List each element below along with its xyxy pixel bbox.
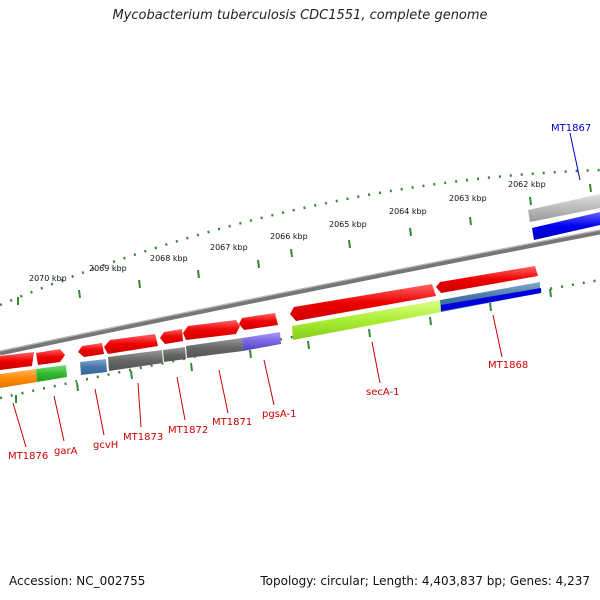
kbp-label: 2064 kbp: [389, 207, 427, 216]
gene-label-gcvh: gcvH: [93, 440, 118, 451]
kbp-label: 2070 kbp: [29, 274, 67, 283]
cog-blue: [441, 288, 541, 311]
gene-label-mt1873: MT1873: [123, 432, 163, 443]
inner-major-ticks: [15, 288, 552, 403]
kbp-label: 2065 kbp: [329, 220, 367, 229]
cog-purple: [242, 332, 281, 351]
gene-labels: MT1867 MT1868 secA-1 pgsA-1 MT1871 MT187…: [8, 123, 591, 462]
gene-arrow: [290, 284, 436, 321]
kbp-label: 2063 kbp: [449, 194, 487, 203]
topology-text: Topology: circular; Length: 4,403,837 bp…: [260, 574, 590, 588]
gene-label-mt1872: MT1872: [168, 425, 208, 436]
gene-label-mt1871: MT1871: [212, 417, 252, 428]
accession-text: Accession: NC_002755: [9, 574, 146, 588]
gene-arrow: [160, 329, 183, 344]
gene-arrow: [0, 352, 34, 370]
cog-dark: [108, 350, 163, 371]
cog-dark: [186, 338, 243, 358]
gene-grey-reverse: [528, 194, 600, 222]
cog-lime: [292, 300, 441, 340]
gene-label-mt1867: MT1867: [551, 123, 591, 134]
outer-major-ticks: [17, 183, 592, 305]
gene-label-seca1: secA-1: [366, 387, 399, 398]
gene-arrow: [36, 349, 65, 365]
gene-arrow: [239, 313, 278, 330]
gene-arrow: [78, 343, 104, 357]
label-leaders: [12, 132, 581, 448]
kbp-label: 2066 kbp: [270, 232, 308, 241]
gene-arrow: [436, 266, 538, 293]
gene-label-pgsa1: pgsA-1: [262, 409, 297, 420]
genome-backbone: [0, 229, 600, 356]
gene-label-mt1876: MT1876: [8, 451, 48, 462]
cog-orange: [0, 369, 37, 388]
forward-genes: [0, 266, 538, 370]
gene-blue-reverse: [532, 212, 600, 240]
kbp-labels: 2070 kbp 2069 kbp 2068 kbp 2067 kbp 2066…: [29, 180, 546, 283]
kbp-label: 2068 kbp: [150, 254, 188, 263]
cog-bands: [0, 282, 541, 388]
kbp-label: 2062 kbp: [508, 180, 546, 189]
kbp-label: 2067 kbp: [210, 243, 248, 252]
gene-label-mt1868: MT1868: [488, 360, 528, 371]
gene-arrow: [104, 334, 158, 354]
gene-arrow: [183, 320, 240, 340]
cog-green: [36, 365, 67, 382]
cog-dark: [163, 347, 186, 362]
cog-steel: [80, 359, 107, 375]
kbp-label: 2069 kbp: [89, 264, 127, 273]
map-title: Mycobacterium tuberculosis CDC1551, comp…: [112, 8, 488, 23]
gene-label-gara: garA: [54, 446, 78, 457]
